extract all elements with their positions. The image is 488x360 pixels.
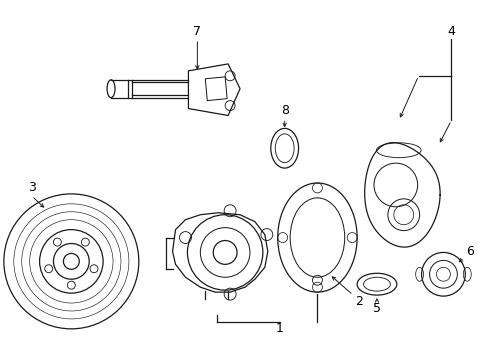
Text: 5: 5 <box>372 302 380 315</box>
Text: 6: 6 <box>466 245 473 258</box>
Text: 3: 3 <box>28 181 36 194</box>
Text: 8: 8 <box>280 104 288 117</box>
Text: 2: 2 <box>354 294 362 307</box>
Text: 1: 1 <box>275 322 283 336</box>
Text: 7: 7 <box>193 24 201 38</box>
Text: 4: 4 <box>447 24 454 38</box>
